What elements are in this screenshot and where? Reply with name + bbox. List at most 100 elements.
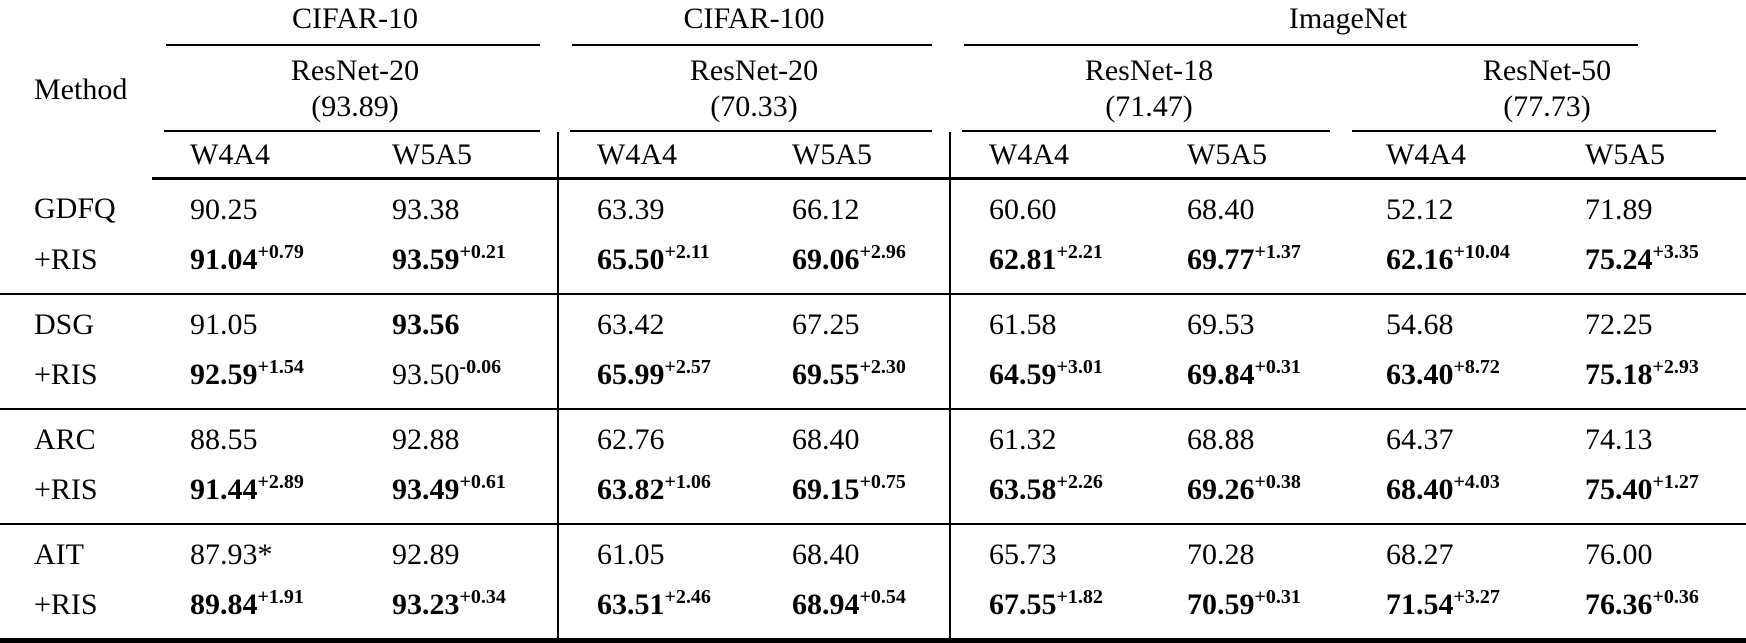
model-fp-accuracy: (71.47) xyxy=(1105,90,1193,123)
ris-value: 75.24 xyxy=(1585,242,1653,276)
bit-header: W4A4 xyxy=(557,132,754,180)
delta-value: +2.96 xyxy=(859,240,906,263)
cell-base: 61.58 xyxy=(949,293,1149,349)
cell-ris: 76.36+0.36 xyxy=(1547,579,1746,641)
cell-base: 52.12 xyxy=(1386,193,1454,226)
cell-ris: 69.77+1.37 xyxy=(1149,234,1348,294)
ris-value: 69.84 xyxy=(1187,357,1255,391)
cell-base: 61.05 xyxy=(557,523,754,579)
delta-value: +0.75 xyxy=(859,470,906,493)
delta-value: +0.34 xyxy=(459,585,506,608)
cell-ris: 65.50+2.11 xyxy=(557,234,754,294)
ris-value: 68.94 xyxy=(792,587,860,621)
cell-base: 74.13 xyxy=(1547,408,1746,464)
delta-value: +4.03 xyxy=(1453,470,1500,493)
cell-ris: 67.55+1.82 xyxy=(949,579,1149,641)
cell-ris: 71.54+3.27 xyxy=(1348,579,1547,641)
bit-header: W5A5 xyxy=(354,132,558,180)
delta-value: +2.26 xyxy=(1056,470,1103,493)
table-row-gdfq: GDFQ 90.25 93.38 63.39 66.12 60.60 68.40… xyxy=(0,178,1746,234)
delta-value: +3.01 xyxy=(1056,355,1103,378)
cell-ris: 92.59+1.54 xyxy=(152,349,354,409)
ris-value: 91.44 xyxy=(190,472,258,506)
delta-value: +1.91 xyxy=(257,585,304,608)
cell-ris: 65.99+2.57 xyxy=(557,349,754,409)
cell-ris: 89.84+1.91 xyxy=(152,579,354,641)
cell-base: 69.53 xyxy=(1149,293,1348,349)
ris-value: 63.51 xyxy=(597,587,665,621)
ris-value: 63.40 xyxy=(1386,357,1454,391)
bit-header: W5A5 xyxy=(1149,132,1348,180)
cell-ris: 75.24+3.35 xyxy=(1547,234,1746,294)
cell-ris: 63.51+2.46 xyxy=(557,579,754,641)
cell-base: 92.88 xyxy=(354,408,558,464)
ris-value: 69.55 xyxy=(792,357,860,391)
ris-value: 63.82 xyxy=(597,472,665,506)
ris-value: 69.15 xyxy=(792,472,860,506)
dataset-header-imagenet: ImageNet xyxy=(950,0,1746,46)
model-header-resnet18: ResNet-18 (71.47) xyxy=(950,46,1348,132)
cell-ris: 69.84+0.31 xyxy=(1149,349,1348,409)
ris-value: 91.04 xyxy=(190,242,258,276)
cell-base: 70.28 xyxy=(1149,523,1348,579)
delta-value: +0.79 xyxy=(257,240,304,263)
model-fp-accuracy: (70.33) xyxy=(710,90,798,123)
ris-value: 75.18 xyxy=(1585,357,1653,391)
delta-value: +3.27 xyxy=(1453,585,1500,608)
ris-value: 89.84 xyxy=(190,587,258,621)
cell-base: 63.42 xyxy=(557,293,754,349)
delta-value: +0.21 xyxy=(459,240,506,263)
method-label: DSG xyxy=(0,293,152,349)
model-name: ResNet-18 xyxy=(1084,54,1214,87)
cell-base: 71.89 xyxy=(1585,193,1653,226)
model-header-resnet50: ResNet-50 (77.73) xyxy=(1348,46,1746,132)
cell-ris: 75.40+1.27 xyxy=(1547,464,1746,524)
delta-value: +1.82 xyxy=(1056,585,1103,608)
ris-value: 93.50 xyxy=(392,357,460,391)
cell-ris: 63.40+8.72 xyxy=(1348,349,1547,409)
bit-header: W4A4 xyxy=(949,132,1149,180)
ris-value: 62.81 xyxy=(989,242,1057,276)
cell-base: 72.25 xyxy=(1547,293,1746,349)
table-row-arc: ARC 88.55 92.88 62.76 68.40 61.32 68.88 … xyxy=(0,408,1746,464)
delta-value: +8.72 xyxy=(1453,355,1500,378)
ris-value: 75.40 xyxy=(1585,472,1653,506)
bit-header: W4A4 xyxy=(1348,132,1547,180)
cell-ris: 93.50-0.06 xyxy=(354,349,558,409)
ris-value: 71.54 xyxy=(1386,587,1454,621)
delta-value: +2.11 xyxy=(664,240,710,263)
ris-value: 63.58 xyxy=(989,472,1057,506)
cell-base: 91.05 xyxy=(152,293,354,349)
ris-value: 70.59 xyxy=(1187,587,1255,621)
ris-value: 76.36 xyxy=(1585,587,1653,621)
cell-base: 60.60 xyxy=(949,178,1149,234)
ris-label: +RIS xyxy=(34,472,98,506)
cell-ris: 69.06+2.96 xyxy=(754,234,950,294)
dataset-header-cifar10: CIFAR-10 xyxy=(152,0,558,46)
table-row-gdfq-ris: +RIS 91.04+0.79 93.59+0.21 65.50+2.11 69… xyxy=(0,234,1746,294)
model-header-resnet20-c100: ResNet-20 (70.33) xyxy=(558,46,950,132)
delta-value: +2.21 xyxy=(1056,240,1103,263)
delta-value: +2.89 xyxy=(257,470,304,493)
cell-base: 64.37 xyxy=(1348,408,1547,464)
delta-value: +2.30 xyxy=(859,355,906,378)
delta-value: +0.61 xyxy=(459,470,506,493)
cell-base: 87.93* xyxy=(152,523,354,579)
cell-base: 62.76 xyxy=(557,408,754,464)
cell-ris: 69.26+0.38 xyxy=(1149,464,1348,524)
delta-value: +0.38 xyxy=(1254,470,1301,493)
method-column-header: Method xyxy=(34,73,128,107)
delta-value: +0.36 xyxy=(1652,585,1699,608)
cell-ris: 93.59+0.21 xyxy=(354,234,558,294)
ris-value: 62.16 xyxy=(1386,242,1454,276)
ris-value: 68.40 xyxy=(1386,472,1454,506)
cell-base: 92.89 xyxy=(354,523,558,579)
model-fp-accuracy: (93.89) xyxy=(311,90,399,123)
method-label: ARC xyxy=(0,408,152,464)
model-fp-accuracy: (77.73) xyxy=(1503,90,1591,123)
cell-ris: 91.04+0.79 xyxy=(152,234,354,294)
ris-value: 69.26 xyxy=(1187,472,1255,506)
bit-header: W5A5 xyxy=(1547,132,1746,180)
delta-value: +1.37 xyxy=(1254,240,1301,263)
delta-value: +1.06 xyxy=(664,470,711,493)
